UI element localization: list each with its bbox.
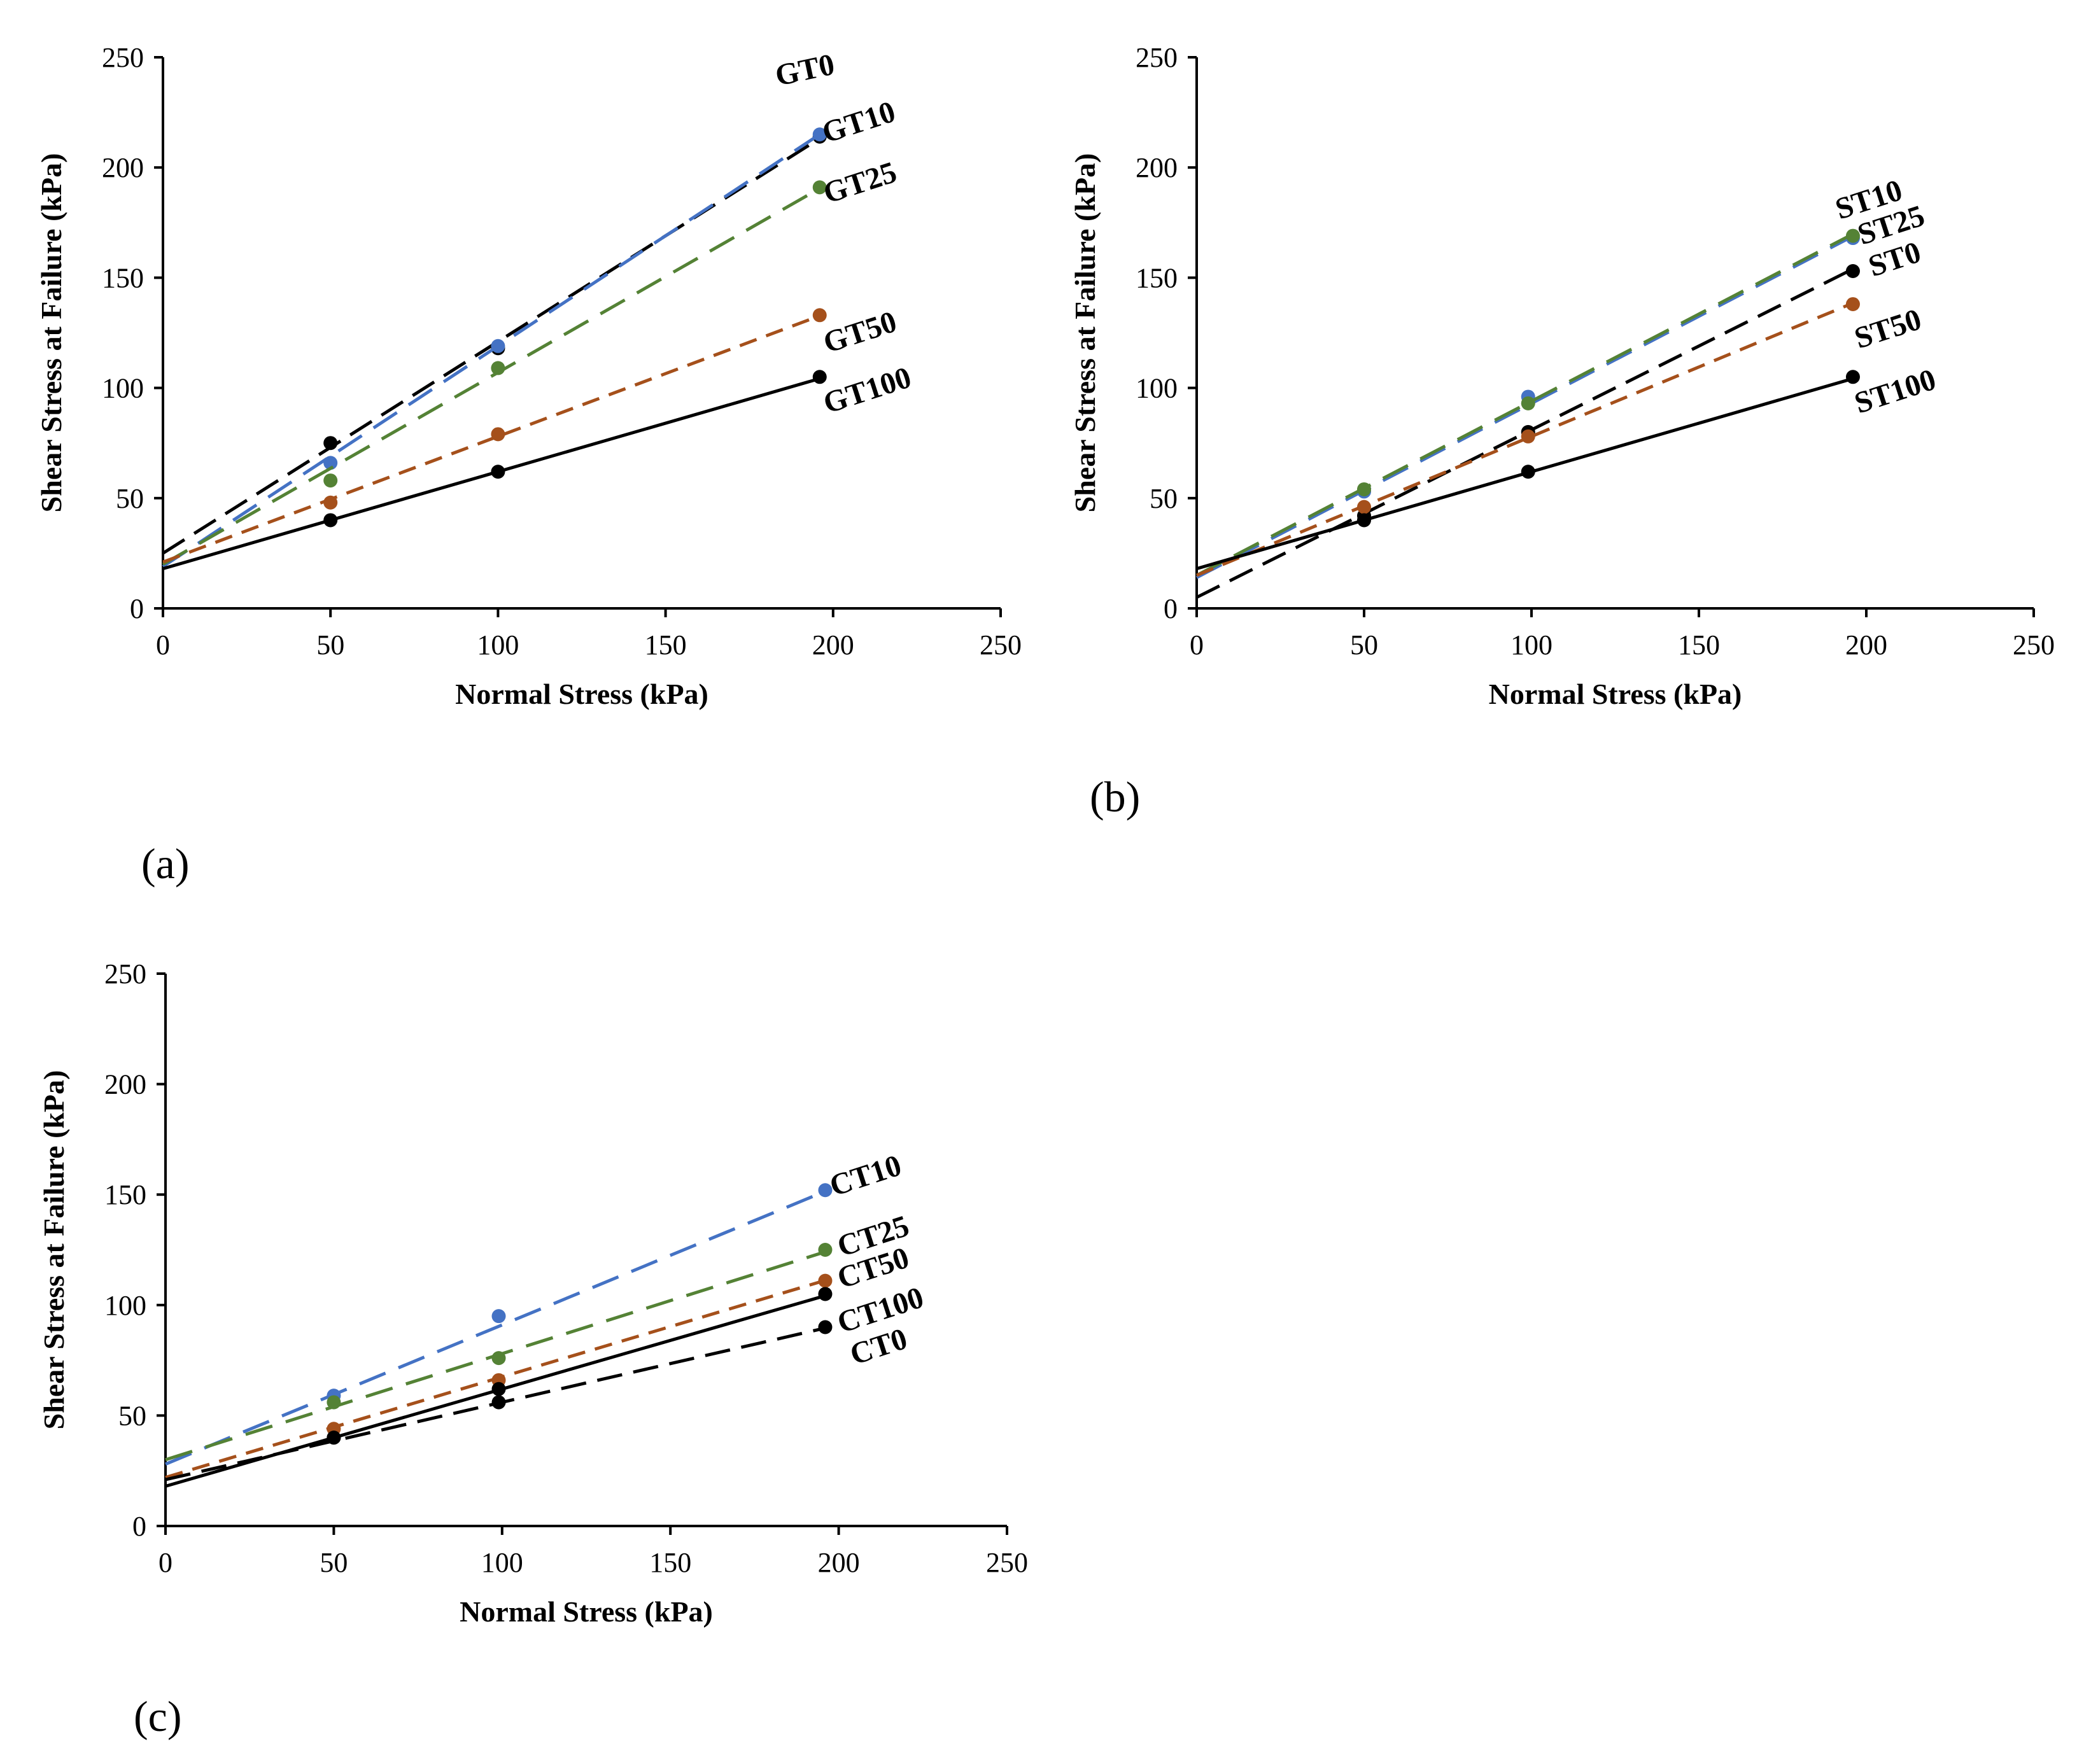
- data-point-st50: [1521, 429, 1535, 444]
- series-line-gt25: [162, 186, 820, 566]
- panel-label: (a): [141, 839, 189, 888]
- y-tick-label: 0: [1164, 593, 1178, 624]
- x-axis-title: Normal Stress (kPa): [1489, 678, 1742, 710]
- y-tick-label: 150: [1136, 262, 1178, 293]
- data-point-gt100: [812, 370, 827, 384]
- x-axis-title: Normal Stress (kPa): [455, 678, 708, 710]
- series-label-gt10: GT10: [818, 95, 899, 150]
- panel-label: (c): [134, 1692, 181, 1740]
- series-label-gt0: GT0: [772, 48, 837, 93]
- y-tick-label: 200: [104, 1069, 146, 1100]
- series-label-gt100: GT100: [819, 360, 915, 420]
- series-label-st100: ST100: [1850, 363, 1940, 421]
- x-tick-label: 50: [316, 629, 344, 661]
- y-axis-title: Shear Stress at Failure (kPa): [38, 1070, 70, 1430]
- series-line-ct10: [165, 1189, 826, 1466]
- x-axis-title: Normal Stress (kPa): [460, 1595, 713, 1628]
- data-point-ct10: [818, 1183, 833, 1198]
- data-point-gt10: [323, 456, 338, 470]
- y-tick-label: 150: [102, 262, 144, 293]
- series-line-gt50: [162, 314, 820, 564]
- data-point-ct10: [491, 1309, 506, 1324]
- data-point-gt50: [491, 427, 505, 442]
- data-point-gt10: [491, 339, 505, 353]
- y-tick-label: 50: [1150, 483, 1178, 514]
- x-tick-label: 0: [158, 1547, 172, 1578]
- x-tick-label: 0: [1190, 629, 1204, 661]
- data-point-ct100: [491, 1382, 506, 1396]
- x-tick-label: 200: [818, 1547, 860, 1578]
- x-tick-label: 200: [812, 629, 854, 661]
- y-tick-label: 100: [102, 373, 144, 404]
- y-tick-label: 50: [116, 483, 144, 514]
- data-point-gt100: [323, 513, 338, 528]
- data-point-st50: [1845, 297, 1860, 311]
- y-tick-label: 200: [102, 152, 144, 183]
- data-point-ct25: [491, 1351, 506, 1366]
- panel-label: (b): [1090, 773, 1140, 821]
- y-tick-label: 100: [104, 1290, 146, 1321]
- x-tick-label: 150: [649, 1547, 691, 1578]
- y-tick-label: 250: [102, 42, 144, 73]
- series-label-st50: ST50: [1850, 302, 1926, 355]
- data-point-gt50: [323, 495, 338, 510]
- panel-c: 0 50 100 150 200 250 0 50 100 150 200 250 Normal Str…: [38, 958, 1028, 1740]
- data-point-ct25: [818, 1243, 833, 1257]
- data-point-gt0: [323, 436, 338, 451]
- data-point-st100: [1357, 513, 1371, 528]
- data-point-ct50: [818, 1273, 833, 1288]
- data-point-st0: [1845, 264, 1860, 279]
- y-axis-title: Shear Stress at Failure (kPa): [35, 153, 67, 513]
- x-tick-label: 150: [1678, 629, 1720, 661]
- y-axis-title: Shear Stress at Failure (kPa): [1069, 153, 1101, 513]
- data-point-gt50: [812, 308, 827, 323]
- data-point-gt25: [323, 473, 338, 488]
- series-line-st50: [1196, 301, 1854, 577]
- x-tick-label: 50: [1350, 629, 1378, 661]
- x-tick-label: 200: [1845, 629, 1887, 661]
- x-tick-label: 150: [645, 629, 687, 661]
- data-point-st50: [1357, 500, 1371, 514]
- series-line-gt10: [162, 133, 821, 568]
- y-tick-label: 250: [104, 958, 146, 990]
- series-label-ct10: CT10: [826, 1149, 905, 1203]
- data-point-st100: [1845, 370, 1860, 384]
- series-line-st0: [1195, 267, 1854, 599]
- data-point-ct0: [327, 1431, 341, 1445]
- x-tick-label: 100: [477, 629, 519, 661]
- data-point-st25: [1845, 228, 1860, 243]
- data-point-ct100: [818, 1287, 833, 1301]
- x-tick-label: 100: [481, 1547, 523, 1578]
- y-tick-label: 150: [104, 1179, 146, 1210]
- y-tick-label: 0: [130, 593, 144, 624]
- data-point-st25: [1357, 482, 1371, 496]
- data-point-st25: [1521, 396, 1535, 410]
- data-point-gt25: [491, 361, 505, 375]
- y-tick-label: 100: [1136, 373, 1178, 404]
- x-tick-label: 0: [156, 629, 170, 661]
- y-tick-label: 50: [118, 1400, 146, 1431]
- x-tick-label: 100: [1510, 629, 1552, 661]
- panel-b: 0 50 100 150 200 250 0 50 100 150 200 250 Normal Str…: [1069, 42, 2055, 821]
- data-point-ct0: [491, 1395, 506, 1410]
- x-tick-label: 50: [320, 1547, 348, 1578]
- series-label-gt50: GT50: [819, 305, 901, 360]
- x-tick-label: 250: [986, 1547, 1028, 1578]
- x-tick-label: 250: [2013, 629, 2055, 661]
- y-tick-label: 0: [132, 1511, 146, 1542]
- x-tick-label: 250: [980, 629, 1022, 661]
- y-tick-label: 200: [1136, 152, 1178, 183]
- data-point-gt100: [491, 465, 505, 479]
- series-label-gt25: GT25: [819, 155, 901, 211]
- data-point-gt25: [812, 180, 827, 195]
- panel-a: 0 50 100 150 200 250 0 50 100 150 200 250 Normal Str…: [35, 42, 1022, 888]
- data-point-gt10: [812, 127, 827, 142]
- y-tick-label: 250: [1136, 42, 1178, 73]
- data-point-ct25: [327, 1395, 341, 1410]
- data-point-st100: [1521, 465, 1535, 479]
- data-point-ct0: [818, 1320, 833, 1334]
